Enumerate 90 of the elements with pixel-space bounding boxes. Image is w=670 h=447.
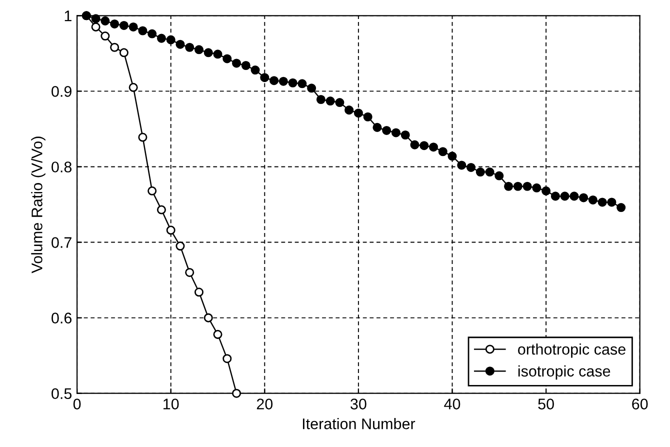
point (156, 34, 166, 43)
legend-label: isotropic case (518, 365, 610, 380)
y-tick-label: 0.6 (52, 312, 72, 324)
point (298, 79, 307, 88)
x-tick-label: 40 (444, 398, 460, 410)
y-tick-label: 0.9 (52, 86, 72, 97)
y-axis-title: Volume Ratio (V/Vo) (31, 136, 46, 274)
point (185, 42, 194, 52)
point (166, 226, 176, 235)
point (344, 106, 354, 115)
x-tick-label: 60 (632, 398, 648, 410)
point (128, 22, 138, 32)
point (176, 40, 185, 49)
point (213, 330, 222, 339)
point (213, 50, 222, 59)
point (194, 45, 204, 54)
point (241, 60, 250, 70)
point (542, 186, 551, 196)
point (119, 20, 128, 30)
point (91, 22, 100, 32)
point (128, 82, 138, 92)
point (420, 141, 429, 150)
point (335, 98, 344, 108)
point (250, 66, 260, 75)
point (457, 160, 466, 170)
point (326, 96, 335, 106)
point (494, 171, 504, 180)
point (119, 48, 128, 58)
point (232, 58, 242, 68)
legend-label: orthotropic case (518, 343, 626, 358)
point (176, 242, 185, 251)
point (607, 198, 616, 207)
point (91, 14, 100, 24)
x-tick-label: 30 (350, 398, 366, 410)
y-tick-label: 0.8 (52, 162, 72, 172)
point (391, 128, 400, 138)
point (232, 388, 242, 398)
point (522, 182, 532, 191)
point (363, 112, 372, 122)
point (110, 42, 120, 52)
x-tick-label: 10 (164, 398, 179, 410)
point (166, 35, 176, 44)
point (354, 108, 363, 118)
point (400, 130, 410, 140)
point (504, 182, 514, 191)
point (222, 54, 232, 64)
point (428, 142, 438, 152)
point (110, 19, 120, 28)
x-tick-label: 50 (538, 398, 554, 410)
point (270, 76, 279, 86)
point (485, 168, 494, 177)
point (100, 16, 110, 26)
point (138, 26, 148, 36)
point (288, 78, 298, 88)
point (204, 48, 213, 58)
point (372, 122, 382, 132)
point (382, 126, 392, 135)
point (588, 195, 598, 204)
point (550, 192, 560, 201)
point (579, 193, 588, 202)
point (194, 288, 204, 297)
point (278, 76, 288, 86)
point (307, 84, 316, 93)
point (476, 168, 485, 177)
point (260, 73, 270, 82)
point (148, 29, 157, 38)
point (148, 186, 157, 196)
y-tick-label: 0.7 (52, 237, 72, 248)
point (316, 94, 326, 104)
point (513, 182, 522, 191)
point (448, 152, 457, 161)
point (560, 192, 570, 201)
x-axis-title: Iteration Number (302, 418, 416, 430)
point (598, 198, 607, 207)
point (185, 268, 194, 278)
point (438, 147, 448, 156)
y-tick-label: 1 (64, 10, 72, 22)
point (466, 162, 476, 172)
point (138, 132, 148, 142)
x-tick-label: 20 (256, 398, 273, 410)
point (532, 183, 542, 192)
point (570, 192, 579, 201)
point (156, 205, 166, 214)
x-tick-label: 0 (73, 398, 81, 410)
point (100, 32, 110, 41)
point (222, 354, 232, 364)
point (410, 140, 420, 150)
y-tick-label: 0.5 (52, 388, 72, 400)
point (204, 313, 213, 322)
point (616, 203, 626, 212)
